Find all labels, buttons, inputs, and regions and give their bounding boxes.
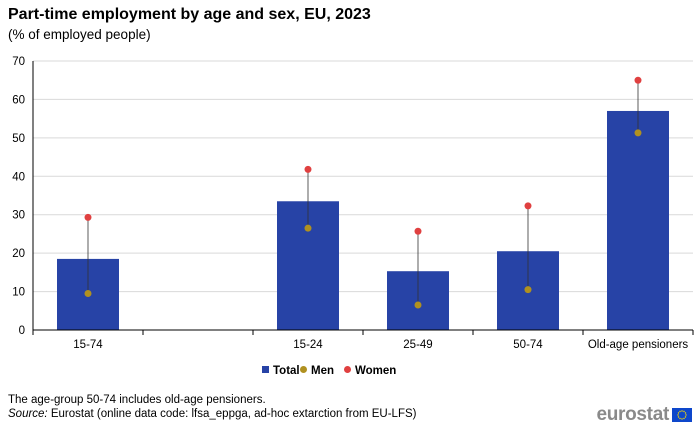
dot-women	[414, 227, 422, 235]
y-tick-label: 40	[12, 171, 25, 183]
source-text: Eurostat (online data code: lfsa_eppga, …	[47, 408, 417, 420]
legend-marker	[344, 366, 351, 373]
legend-marker	[300, 366, 307, 373]
x-tick-label: 25-49	[403, 339, 432, 351]
x-tick-label: 15-74	[73, 339, 103, 351]
source-label: Source:	[8, 408, 48, 420]
dot-men	[524, 286, 532, 294]
chart-title: Part-time employment by age and sex, EU,…	[8, 6, 371, 23]
source-note: Source: Eurostat (online data code: lfsa…	[8, 408, 416, 420]
dot-women	[84, 213, 92, 221]
y-tick-label: 60	[12, 94, 25, 106]
dot-men	[304, 224, 312, 232]
y-tick-label: 20	[12, 248, 25, 260]
legend-label: Total	[273, 365, 300, 377]
dot-men	[634, 129, 642, 137]
eurostat-logo: eurostat	[596, 404, 692, 426]
eu-flag-icon	[672, 408, 692, 422]
y-tick-label: 70	[12, 56, 25, 68]
dot-men	[84, 289, 92, 297]
x-tick-label: 50-74	[513, 339, 543, 351]
eurostat-logo-text: eurostat	[596, 404, 669, 425]
chart-subtitle: (% of employed people)	[8, 27, 151, 42]
dot-women	[634, 76, 642, 84]
part-time-employment-chart: 0 10 20 30 40 50 60 70 15-74 15-24 25-49 50-74 Old-a…	[12, 56, 694, 377]
y-tick-label: 0	[19, 325, 25, 337]
dot-women	[304, 165, 312, 173]
x-tick-label: 15-24	[293, 339, 323, 351]
dot-women	[524, 202, 532, 210]
y-tick-label: 50	[12, 133, 25, 145]
dot-men	[414, 301, 422, 309]
legend-label: Women	[355, 365, 396, 377]
y-tick-label: 10	[12, 287, 25, 299]
legend-marker-total	[262, 366, 269, 373]
x-tick-label: Old-age pensioners	[588, 339, 689, 351]
y-tick-label: 30	[12, 210, 25, 222]
bar-total	[607, 110, 669, 330]
footnote: The age-group 50-74 includes old-age pen…	[8, 394, 266, 406]
legend-label: Men	[311, 365, 334, 377]
